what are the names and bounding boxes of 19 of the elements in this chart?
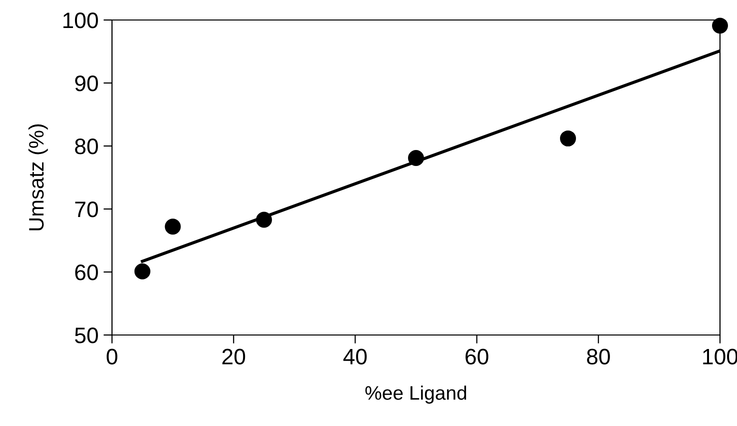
x-axis-title: %ee Ligand	[365, 386, 466, 404]
y-tick-label: 60	[75, 264, 98, 280]
point	[560, 130, 576, 146]
x-tick-label: 20	[222, 348, 246, 365]
y-tick-label: 80	[75, 138, 98, 154]
point	[164, 218, 181, 235]
x-tick-label: 0	[106, 348, 118, 365]
y-tick-label: 50	[74, 328, 98, 344]
point	[408, 150, 424, 166]
x-tick-label: 40	[343, 348, 367, 365]
point	[256, 212, 272, 228]
y-tick-label: 100	[63, 12, 98, 28]
y-tick-label: 70	[75, 202, 98, 218]
x-tick-label: 80	[587, 348, 610, 365]
y-axis-title: Umsatz (%)	[28, 124, 48, 230]
point	[712, 18, 728, 34]
x-tick-label: 60	[466, 348, 488, 365]
y-tick-label: 90	[75, 76, 98, 92]
point	[134, 263, 150, 280]
